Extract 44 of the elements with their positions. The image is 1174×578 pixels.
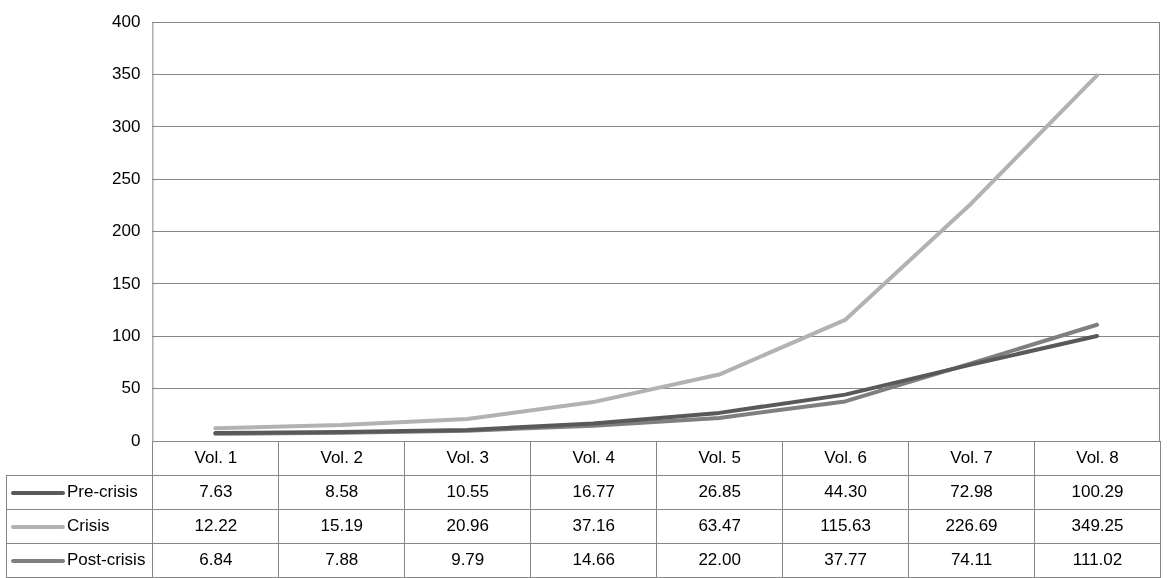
legend-label: Pre-crisis: [6, 475, 153, 509]
x-tick-label: Vol. 8: [1034, 441, 1161, 475]
data-label: 115.63: [782, 509, 909, 543]
y-tick-label: 100: [111, 325, 141, 345]
data-label: 16.77: [530, 475, 657, 509]
data-label: 111.02: [1034, 543, 1161, 577]
data-label: 63.47: [656, 509, 783, 543]
x-tick-label: Vol. 4: [530, 441, 657, 475]
data-label: 226.69: [908, 509, 1035, 543]
data-label: 72.98: [908, 475, 1035, 509]
data-label: 37.77: [782, 543, 909, 577]
data-label: 37.16: [530, 509, 657, 543]
x-tick-label: Vol. 2: [278, 441, 405, 475]
x-tick-label: Vol. 6: [782, 441, 909, 475]
legend-label: Post-crisis: [6, 543, 153, 577]
data-label: 8.58: [278, 475, 405, 509]
y-tick-label: 350: [111, 64, 141, 84]
y-tick-label: 200: [111, 221, 141, 241]
x-tick-label: Vol. 3: [404, 441, 531, 475]
data-label: 20.96: [404, 509, 531, 543]
data-label: 74.11: [908, 543, 1035, 577]
legend-label: Crisis: [6, 509, 153, 543]
y-tick-label: 400: [111, 11, 141, 31]
x-tick-label: Vol. 1: [152, 441, 279, 475]
y-tick-label: 0: [130, 430, 141, 450]
data-label: 349.25: [1034, 509, 1161, 543]
data-label: 14.66: [530, 543, 657, 577]
data-label: 15.19: [278, 509, 405, 543]
data-label: 44.30: [782, 475, 909, 509]
x-tick-label: Vol. 5: [656, 441, 783, 475]
data-label: 10.55: [404, 475, 531, 509]
data-label: 26.85: [656, 475, 783, 509]
y-tick-label: 250: [111, 168, 141, 188]
data-label: 7.63: [152, 475, 279, 509]
y-tick-label: 300: [111, 116, 141, 136]
data-label: 9.79: [404, 543, 531, 577]
y-tick-label: 150: [111, 273, 141, 293]
data-label: 6.84: [152, 543, 279, 577]
data-label: 100.29: [1034, 475, 1161, 509]
data-label: 22.00: [656, 543, 783, 577]
data-label: 12.22: [152, 509, 279, 543]
y-tick-label: 50: [121, 378, 141, 398]
x-tick-label: Vol. 7: [908, 441, 1035, 475]
data-label: 7.88: [278, 543, 405, 577]
